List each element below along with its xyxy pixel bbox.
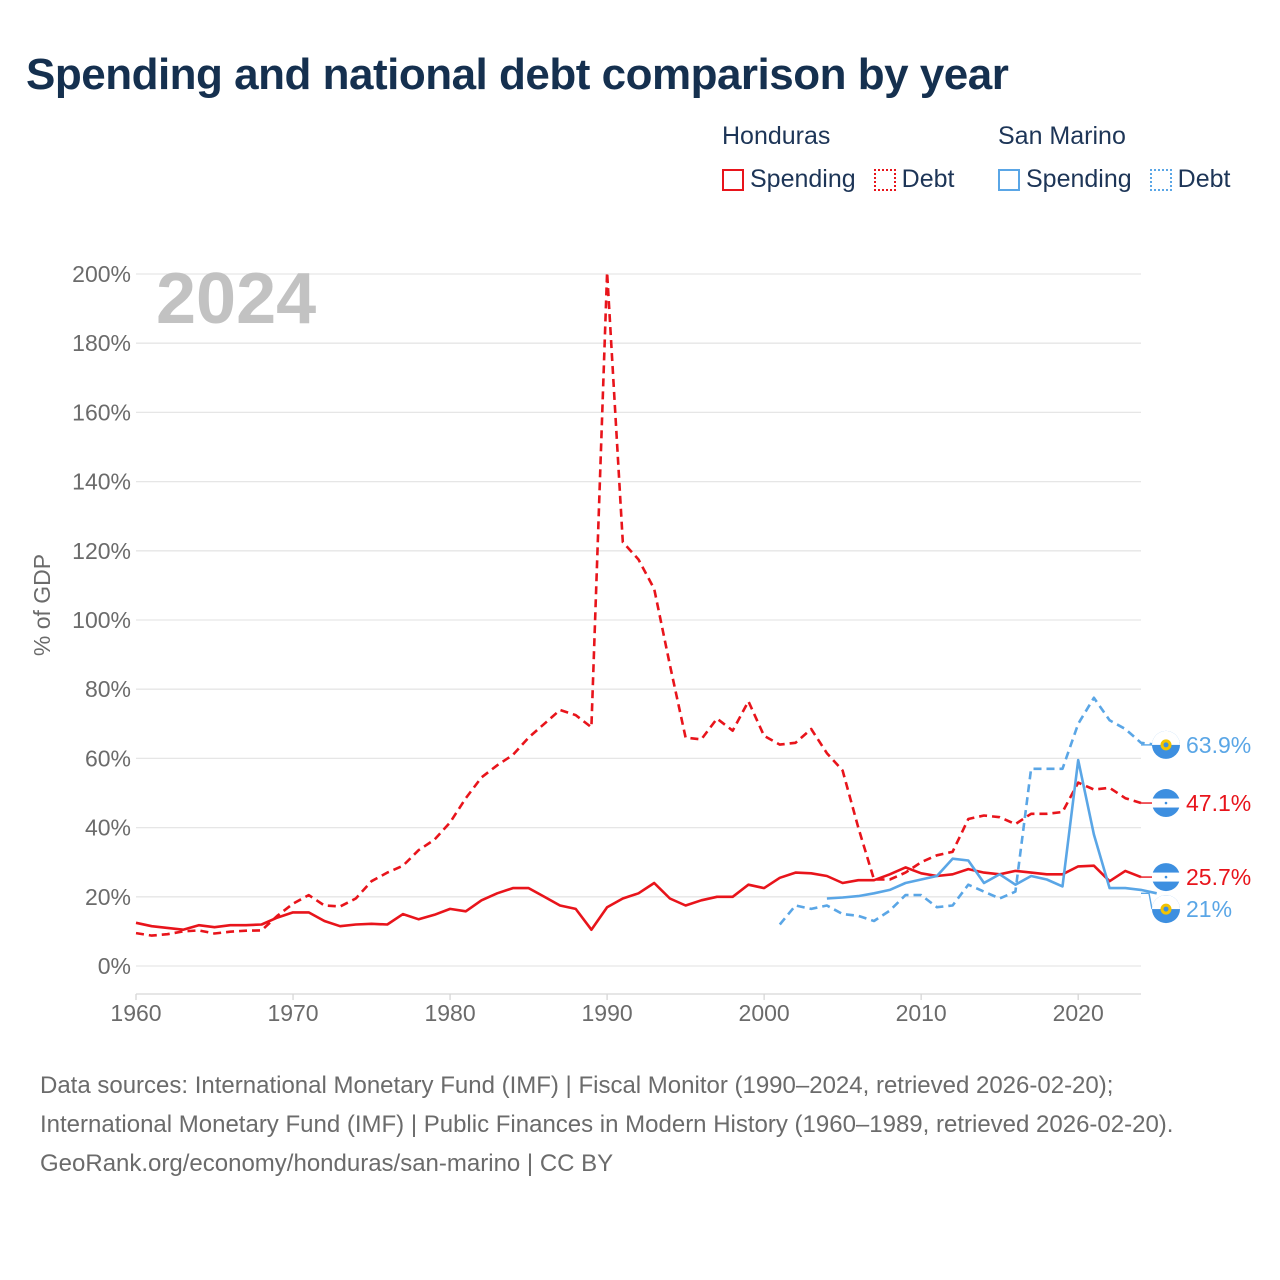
flag-icon-san-marino-spending <box>1152 895 1180 924</box>
legend-label-honduras-debt: Debt <box>901 165 955 193</box>
legend-label-honduras-spending: Spending <box>750 165 856 193</box>
x-tick-label-2000: 2000 <box>739 1000 790 1026</box>
y-tick-label-200: 200% <box>72 261 131 287</box>
series-line-honduras-debt <box>135 270 1142 937</box>
flag-icon-san-marino-debt <box>1152 730 1180 759</box>
end-label-san-marino-spending: 21% <box>1186 896 1232 922</box>
legend-item-honduras-debt[interactable]: Debt <box>873 165 955 194</box>
y-tick-label-120: 120% <box>72 538 131 564</box>
flag-icon-honduras-spending <box>1152 863 1180 892</box>
flag-honduras-star <box>1164 875 1168 879</box>
legend-item-honduras-spending[interactable]: Spending <box>722 165 856 194</box>
y-tick-label-80: 80% <box>85 676 131 702</box>
legend-group-san-marino: San Marino Spending Debt <box>998 122 1248 194</box>
legend-swatch-san-marino-debt <box>1149 168 1172 191</box>
x-tick-label-2020: 2020 <box>1053 1000 1104 1026</box>
x-tick-label-1980: 1980 <box>424 1000 475 1026</box>
legend-group-honduras: Honduras Spending Debt <box>722 122 972 194</box>
x-tick-label-1970: 1970 <box>267 1000 318 1026</box>
legend-label-san-marino-spending: Spending <box>1026 165 1132 193</box>
legend-item-san-marino-spending[interactable]: Spending <box>998 165 1132 194</box>
series-layer <box>135 270 1157 937</box>
series-line-san-marino-spending <box>826 758 1157 900</box>
legend-swatch-san-marino-spending <box>998 168 1020 191</box>
y-tick-label-140: 140% <box>72 469 131 495</box>
data-sources-text: Data sources: International Monetary Fun… <box>40 1072 1174 1138</box>
end-connector-san-marino-spending <box>1141 892 1153 910</box>
legend-label-san-marino-debt: Debt <box>1177 165 1231 193</box>
y-tick-label-60: 60% <box>85 745 131 771</box>
y-tick-label-180: 180% <box>72 330 131 356</box>
x-tick-label-2010: 2010 <box>896 1000 947 1026</box>
y-tick-label-160: 160% <box>72 399 131 425</box>
y-tick-label-20: 20% <box>85 884 131 910</box>
year-watermark: 2024 <box>156 259 316 339</box>
y-tick-label-0: 0% <box>98 953 131 979</box>
y-axis-label: % of GDP <box>29 554 55 656</box>
x-tick-label-1990: 1990 <box>582 1000 633 1026</box>
credit-link[interactable]: GeoRank.org/economy/honduras/san-marino … <box>40 1150 614 1177</box>
legend-country-honduras: Honduras <box>722 122 831 150</box>
end-label-san-marino-debt: 63.9% <box>1186 732 1251 758</box>
flag-san-marino-top <box>1152 730 1180 745</box>
grid-layer: 0% 20% 40% 60% 80% 100% 120% 140% 160% 180% 200% 19… <box>72 261 1141 1026</box>
x-tick-label-1960: 1960 <box>110 1000 161 1026</box>
chart-title: Spending and national debt comparison by… <box>26 50 1009 99</box>
flag-icon-honduras-debt <box>1152 789 1180 818</box>
flag-san-marino-emblem-center <box>1163 742 1169 748</box>
series-line-san-marino-debt <box>778 696 1157 926</box>
flag-san-marino-emblem-center <box>1163 906 1169 912</box>
flag-san-marino-top <box>1152 895 1180 910</box>
legend-swatch-honduras-debt <box>873 168 896 191</box>
series-line-honduras-spending <box>135 864 1142 932</box>
y-tick-label-100: 100% <box>72 607 131 633</box>
legend-item-san-marino-debt[interactable]: Debt <box>1149 165 1231 194</box>
flag-honduras-star <box>1164 801 1168 805</box>
end-label-honduras-debt: 47.1% <box>1186 790 1251 816</box>
end-label-layer: 63.9% 47.1% 25.7% 21% <box>1141 730 1251 924</box>
footer: Data sources: International Monetary Fun… <box>40 1066 1240 1183</box>
line-chart: 0% 20% 40% 60% 80% 100% 120% 140% 160% 180% 200% 19… <box>29 259 1251 1026</box>
end-label-honduras-spending: 25.7% <box>1186 864 1251 890</box>
legend-country-san-marino: San Marino <box>998 122 1126 150</box>
legend-swatch-honduras-spending <box>722 168 744 191</box>
y-tick-label-40: 40% <box>85 815 131 841</box>
